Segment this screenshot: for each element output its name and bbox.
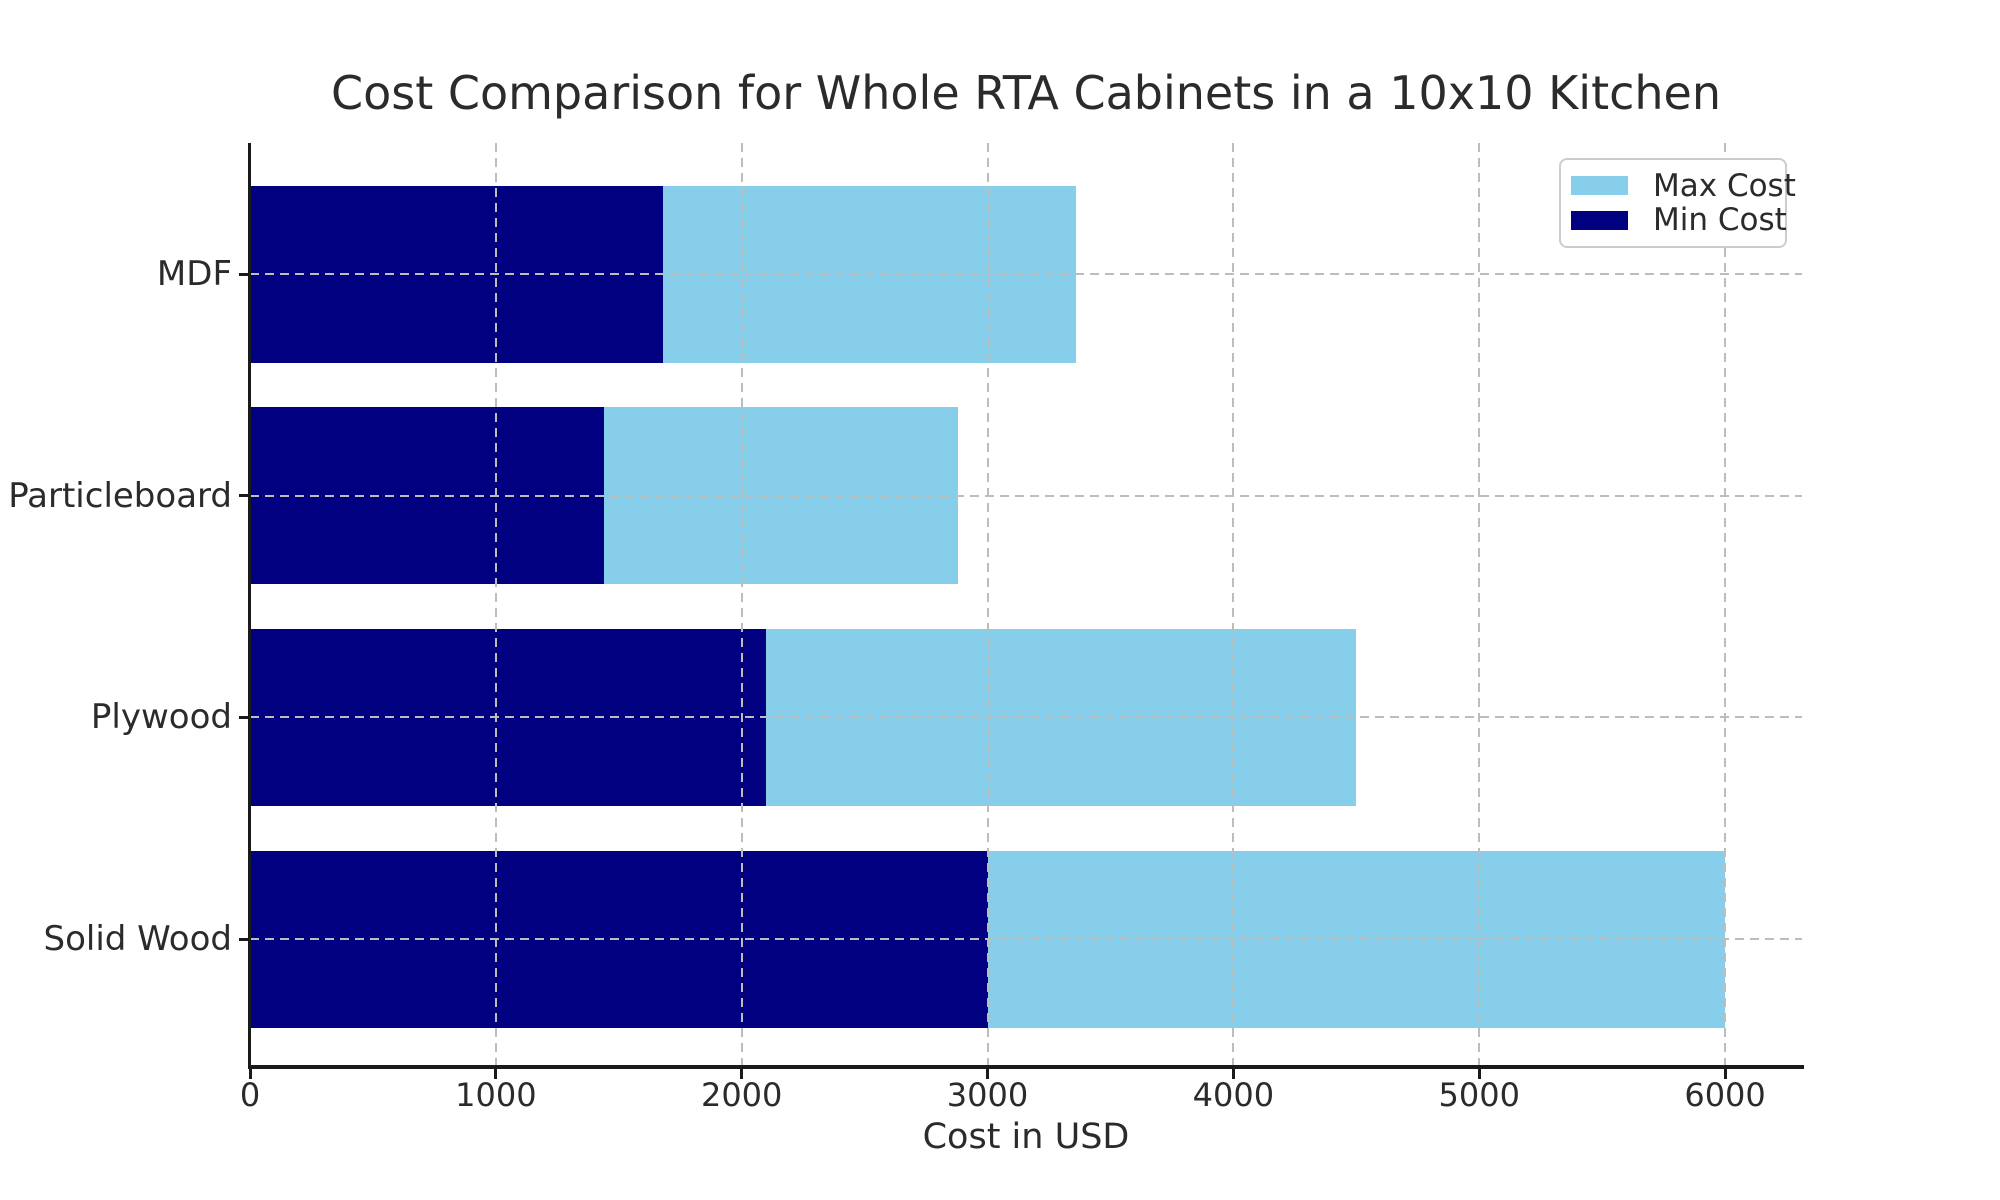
chart-title: Cost Comparison for Whole RTA Cabinets i… [330, 66, 1722, 120]
y-tick-mark-particleboard [239, 494, 250, 498]
grid-line-vertical-2000 [740, 143, 743, 1066]
x-tick-mark-1000 [494, 1069, 498, 1079]
x-tick-label-4000: 4000 [1192, 1076, 1275, 1114]
x-axis-spine [248, 1065, 1804, 1069]
plot-area [250, 143, 1802, 1066]
grid-line-horizontal-plywood [250, 716, 1802, 719]
y-tick-label-plywood: Plywood [90, 697, 232, 738]
x-tick-label-3000: 3000 [946, 1076, 1029, 1114]
grid-line-horizontal-particleboard [250, 494, 1802, 497]
grid-line-vertical-5000 [1478, 143, 1481, 1066]
x-tick-mark-4000 [1231, 1069, 1235, 1079]
legend-swatch-max-cost [1571, 176, 1628, 196]
x-tick-label-0: 0 [239, 1076, 261, 1114]
y-tick-label-solid-wood: Solid Wood [43, 919, 232, 959]
grid-line-vertical-1000 [494, 143, 497, 1066]
y-axis-spine [248, 143, 251, 1069]
grid-line-horizontal-mdf [250, 273, 1802, 276]
legend: Max Cost Min Cost [1559, 158, 1796, 248]
grid-line-vertical-6000 [1724, 143, 1727, 1066]
legend-item-min-cost: Min Cost [1561, 202, 1787, 238]
y-tick-label-particleboard: Particleboard [8, 475, 232, 516]
x-tick-label-6000: 6000 [1684, 1076, 1766, 1114]
x-tick-mark-6000 [1723, 1069, 1727, 1079]
x-tick-mark-2000 [740, 1069, 744, 1079]
x-tick-mark-5000 [1477, 1069, 1481, 1079]
grid-line-horizontal-solid-wood [250, 938, 1802, 940]
x-tick-label-2000: 2000 [700, 1076, 783, 1114]
x-tick-mark-3000 [986, 1069, 990, 1079]
legend-label-max-cost: Max Cost [1653, 167, 1796, 204]
grid-line-vertical-4000 [1232, 143, 1235, 1066]
y-tick-mark-mdf [239, 272, 250, 276]
x-axis-label: Cost in USD [922, 1117, 1130, 1157]
legend-label-min-cost: Min Cost [1653, 202, 1787, 239]
y-tick-mark-plywood [239, 715, 250, 719]
legend-item-max-cost: Max Cost [1561, 168, 1796, 204]
y-tick-mark-solid-wood [239, 937, 250, 941]
x-tick-mark-0 [248, 1069, 252, 1079]
grid-line-vertical-3000 [986, 143, 989, 1066]
legend-swatch-min-cost [1571, 210, 1628, 230]
x-tick-label-5000: 5000 [1438, 1076, 1520, 1114]
x-tick-label-1000: 1000 [455, 1076, 537, 1114]
y-tick-label-mdf: MDF [156, 254, 232, 295]
